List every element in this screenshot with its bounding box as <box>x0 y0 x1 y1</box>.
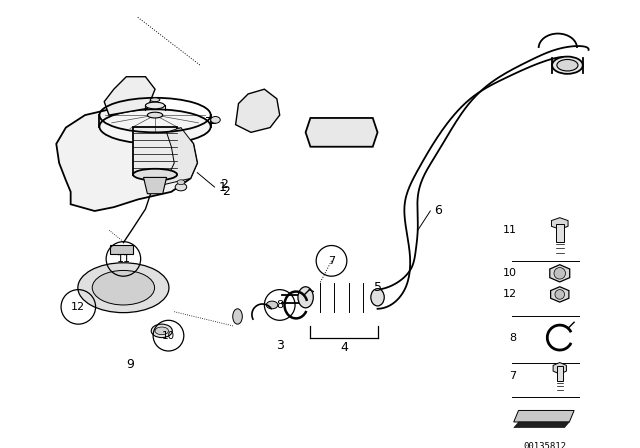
Text: 4: 4 <box>340 340 348 353</box>
Ellipse shape <box>266 301 278 309</box>
Text: 9: 9 <box>126 358 134 371</box>
Ellipse shape <box>133 169 177 180</box>
Ellipse shape <box>298 287 314 308</box>
Polygon shape <box>514 410 574 422</box>
Text: 2: 2 <box>222 185 230 198</box>
Polygon shape <box>162 128 197 185</box>
Text: 11: 11 <box>502 225 516 235</box>
Text: 10: 10 <box>502 268 516 278</box>
Polygon shape <box>550 287 569 302</box>
Ellipse shape <box>78 263 169 313</box>
Text: 3: 3 <box>276 339 284 352</box>
Text: 2: 2 <box>220 177 228 191</box>
Ellipse shape <box>150 98 160 102</box>
Ellipse shape <box>211 116 220 123</box>
Ellipse shape <box>177 180 185 185</box>
Text: 11: 11 <box>116 254 131 264</box>
Ellipse shape <box>175 183 187 191</box>
Text: 8: 8 <box>509 332 516 343</box>
Text: 1: 1 <box>218 181 226 194</box>
Text: 7: 7 <box>328 256 335 266</box>
Polygon shape <box>550 265 570 282</box>
Ellipse shape <box>147 112 163 118</box>
Ellipse shape <box>233 309 243 324</box>
Text: 7: 7 <box>509 371 516 381</box>
Text: 00135812: 00135812 <box>524 443 567 448</box>
Ellipse shape <box>552 56 583 74</box>
Ellipse shape <box>155 327 168 335</box>
Circle shape <box>554 267 566 279</box>
Ellipse shape <box>145 102 164 109</box>
Polygon shape <box>133 127 177 175</box>
Polygon shape <box>553 362 566 374</box>
Bar <box>556 224 564 241</box>
Bar <box>110 245 133 254</box>
Polygon shape <box>236 89 280 132</box>
Circle shape <box>555 289 564 299</box>
Ellipse shape <box>151 324 172 338</box>
Polygon shape <box>552 218 568 229</box>
Polygon shape <box>143 177 166 194</box>
Polygon shape <box>104 77 155 115</box>
Text: 12: 12 <box>502 289 516 299</box>
Ellipse shape <box>92 271 155 305</box>
Text: 10: 10 <box>162 331 175 340</box>
Ellipse shape <box>371 289 384 306</box>
Polygon shape <box>306 118 378 147</box>
Text: 12: 12 <box>71 302 85 312</box>
Bar <box>557 366 563 381</box>
Ellipse shape <box>557 60 578 71</box>
Polygon shape <box>56 108 197 211</box>
Ellipse shape <box>99 109 211 144</box>
Text: 8: 8 <box>276 300 284 310</box>
Text: 5: 5 <box>374 281 381 294</box>
Text: 6: 6 <box>434 204 442 217</box>
Polygon shape <box>514 422 570 428</box>
